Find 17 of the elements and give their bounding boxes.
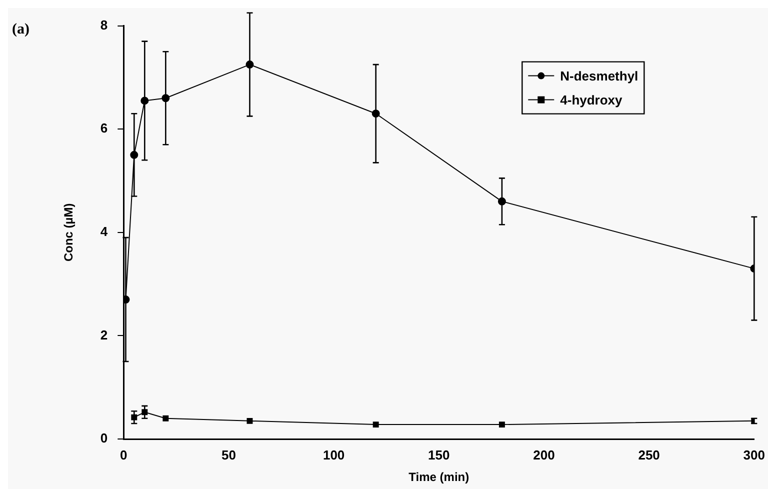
x-tick-label: 0 [120, 447, 128, 462]
y-tick-label: 6 [100, 120, 108, 136]
x-tick-label: 300 [743, 447, 766, 462]
legend-label: N-desmethyl [560, 68, 638, 84]
x-axis-title: Time (min) [408, 470, 470, 484]
y-tick-label: 0 [100, 430, 108, 446]
y-tick-label: 2 [100, 327, 108, 342]
y-axis-title: Conc (µM) [62, 203, 76, 262]
y-tick-label: 8 [100, 17, 108, 32]
y-tick-label: 4 [100, 224, 108, 239]
x-tick-label: 150 [428, 447, 450, 462]
x-tick-label: 50 [221, 447, 236, 462]
x-tick-label: 200 [533, 447, 555, 462]
legend-label: 4-hydroxy [560, 92, 624, 108]
text: (a) [12, 21, 30, 38]
x-tick-label: 250 [638, 447, 660, 462]
x-tick-label: 100 [322, 447, 345, 462]
